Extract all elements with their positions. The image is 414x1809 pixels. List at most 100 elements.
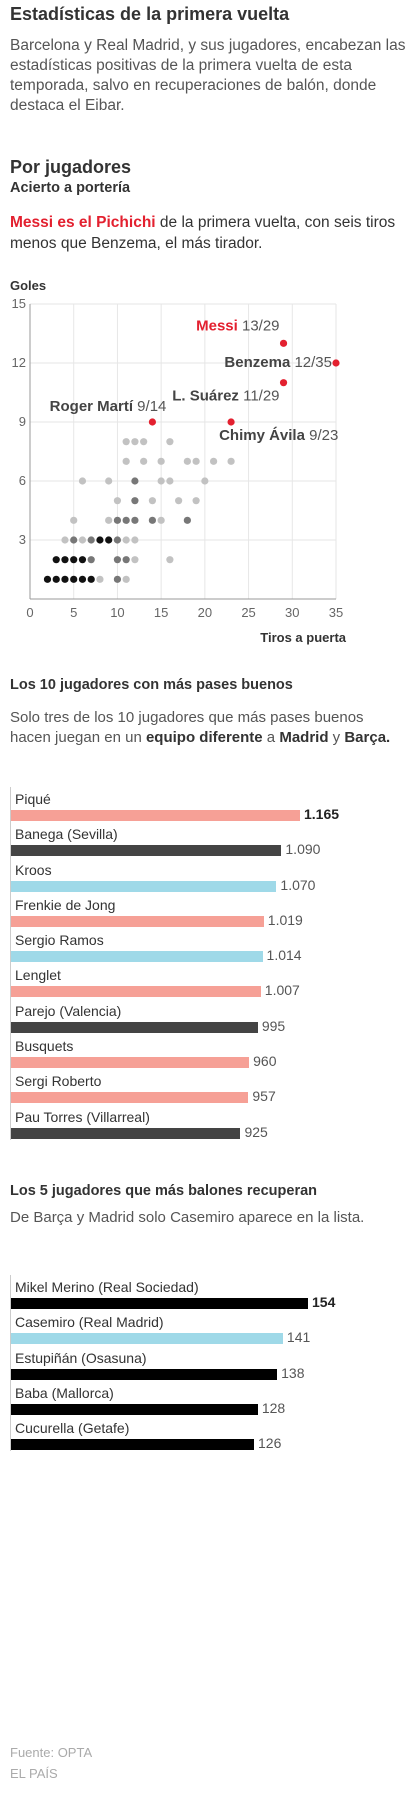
scatter-point [192,457,200,465]
bar-label: Casemiro (Real Madrid) [15,1314,164,1331]
bar [11,1298,308,1309]
bar-row: Casemiro (Real Madrid) 141 [11,1310,349,1345]
scatter-point [157,477,165,485]
bar-label: Piqué [15,791,51,807]
scatter-point [78,477,87,485]
bar-row: Parejo (Valencia) 995 [11,999,349,1034]
bar-row: Kroos 1.070 [11,858,349,893]
scatter-point [78,556,87,564]
scatter-point [52,575,60,583]
bar-value-label: 126 [258,1435,282,1452]
bar-value-label: 128 [261,1399,286,1416]
scatter-point [140,438,148,446]
x-tick-label: 30 [285,605,299,620]
bar-row: Cucurella (Getafe) 126 [11,1416,349,1451]
bar-label: Sergio Ramos [15,932,104,949]
scatter-point-label: Chimy Ávila 9/23 [219,427,338,444]
scatter-point [183,457,191,465]
bar [11,880,277,892]
scatter-point [201,477,209,485]
scatter-point [70,575,78,583]
bar-row: Mikel Merino (Real Sociedad) 154 [11,1275,349,1310]
x-tick-label: 0 [26,605,33,620]
scatter-point [113,556,122,564]
y-tick-label: 12 [12,355,26,370]
desc-bold: Madrid [279,729,329,746]
scatter-point [122,536,130,544]
bar-row: Lenglet 1.007 [11,963,349,998]
scatter-point [122,438,130,446]
scatter-point [131,556,139,564]
bar-value-label: 138 [281,1364,305,1381]
scatter-point-label: Roger Martí 9/14 [50,398,167,415]
section-title-passes: Los 10 jugadores con más pases buenos [10,677,293,693]
bar [11,1333,283,1345]
section-description-recoveries: De Barça y Madrid solo Casemiro aparece … [10,1209,365,1226]
scatter-point-highlighted [227,418,235,426]
desc-text: y [328,729,345,746]
bar-row: Busquets 960 [11,1034,349,1069]
bar [11,1403,258,1415]
scatter-point [122,516,130,524]
recoveries-bar-chart: Mikel Merino (Real Sociedad) 154 Casemiro … [10,1275,349,1452]
bar-value-label: 1.165 [304,806,340,822]
scatter-point [166,438,174,446]
scatter-points [43,438,235,583]
scatter-point-highlighted [279,379,288,387]
scatter-point [43,575,52,583]
scatter-point [70,516,78,524]
scatter-point [131,477,139,485]
scatter-point [192,497,200,505]
y-tick-label: 6 [19,473,26,488]
bar-value-label: 1.014 [266,947,302,964]
bar-label: Estupiñán (Osasuna) [15,1349,147,1366]
description-text: de la primera vuelta, con seis tiros men… [10,214,396,252]
x-axis-title: Tiros a puerta [260,630,347,645]
bar-value-label: 925 [244,1123,268,1140]
scatter-point [61,575,69,583]
scatter-point [157,516,165,524]
bar-label: Lenglet [15,967,61,984]
scatter-point-highlighted [279,339,288,347]
x-tick-label: 5 [70,605,77,620]
bar-value-label: 1.070 [280,876,316,893]
bar-row: Baba (Mallorca) 128 [11,1381,349,1416]
bar [11,1127,241,1139]
scatter-point [105,477,113,485]
scatter-point-label: L. Suárez 11/29 [172,388,279,405]
bar-value-label: 960 [253,1053,277,1070]
bar [11,845,282,857]
bar [11,1368,278,1380]
scatter-point [131,516,139,524]
scatter-point [61,536,69,544]
bar-value-label: 957 [252,1088,276,1105]
scatter-point-label: Benzema 12/35 [224,354,332,371]
x-tick-label: 35 [329,605,343,620]
scatter-point [70,536,78,544]
scatter-point [87,575,95,583]
scatter-point-label: Messi 13/29 [196,317,279,334]
bar-label: Frenkie de Jong [15,896,116,913]
desc-text: a [262,729,280,746]
scatter-point [87,536,95,544]
bar-label: Sergi Roberto [15,1073,102,1090]
bar [11,810,300,821]
bar-label: Baba (Mallorca) [15,1384,114,1401]
scatter-point [105,516,113,524]
bar-row: Estupiñán (Osasuna) 138 [11,1346,349,1381]
scatter-point [113,575,122,583]
y-tick-label: 9 [19,414,26,429]
x-tick-label: 20 [198,605,212,620]
bar [11,915,264,927]
desc-text: Solo tres de los 10 jugadores que más pa… [10,709,364,746]
scatter-point [122,556,130,564]
page-lead: Barcelona y Real Madrid, y sus jugadores… [10,37,406,114]
desc-bold: equipo diferente [145,729,263,746]
scatter-point [166,477,174,485]
scatter-point [166,556,174,564]
scatter-point [52,556,60,564]
section-title-recoveries: Los 5 jugadores que más balones recupera… [10,1183,318,1199]
section-title-players: Por jugadores [10,157,132,177]
y-tick-label: 15 [12,296,26,311]
bar [11,1439,254,1451]
